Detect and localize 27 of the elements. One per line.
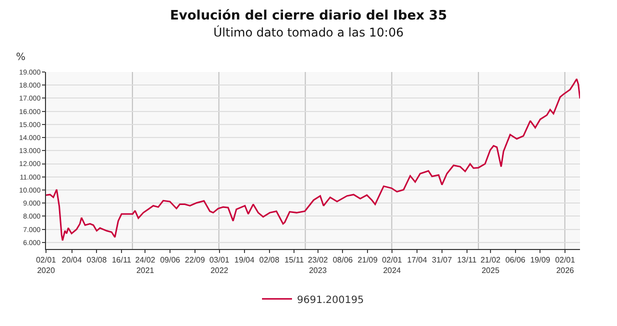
x-tick-label: 23/02 2023 [308, 256, 328, 275]
x-tick-label: 19/09 [530, 256, 551, 265]
line-series [46, 78, 580, 242]
x-tick-label: 31/07 [432, 256, 452, 265]
x-tick-label: 22/09 [184, 256, 206, 265]
x-tick-label: 21/09 [358, 256, 378, 265]
x-tick-label: 20/04 [62, 256, 82, 265]
chart-subtitle: Último dato tomado a las 10:06 [213, 24, 404, 40]
x-tick-label: 17/04 [407, 256, 428, 265]
legend-label: 9691.200195 [297, 294, 364, 306]
x-tick-label: 16/11 [112, 256, 132, 265]
x-tick-label: 24/02 2021 [135, 256, 156, 275]
x-tick-label: 19/04 [234, 256, 255, 265]
x-tick-label: 02/01 2020 [36, 256, 57, 275]
x-tick-label: 15/11 [284, 256, 304, 265]
x-tick-label: 03/08 [86, 256, 108, 265]
x-tick-label: 02/01 2024 [382, 256, 403, 275]
x-tick-label: 03/01 2022 [209, 256, 230, 275]
chart-title: Evolución del cierre diario del Ibex 35 [170, 8, 448, 24]
x-tick-label: 06/06 [505, 256, 526, 265]
x-tick-label: 13/11 [457, 256, 478, 265]
y-axis-title: % [16, 52, 26, 63]
x-tick-label: 21/02 2025 [480, 256, 502, 275]
x-tick-label: 02/08 [259, 256, 280, 265]
x-tick-label: 02/01 2026 [555, 256, 576, 275]
x-tick-label: 09/06 [160, 256, 181, 265]
x-tick-label: 08/06 [332, 256, 354, 265]
